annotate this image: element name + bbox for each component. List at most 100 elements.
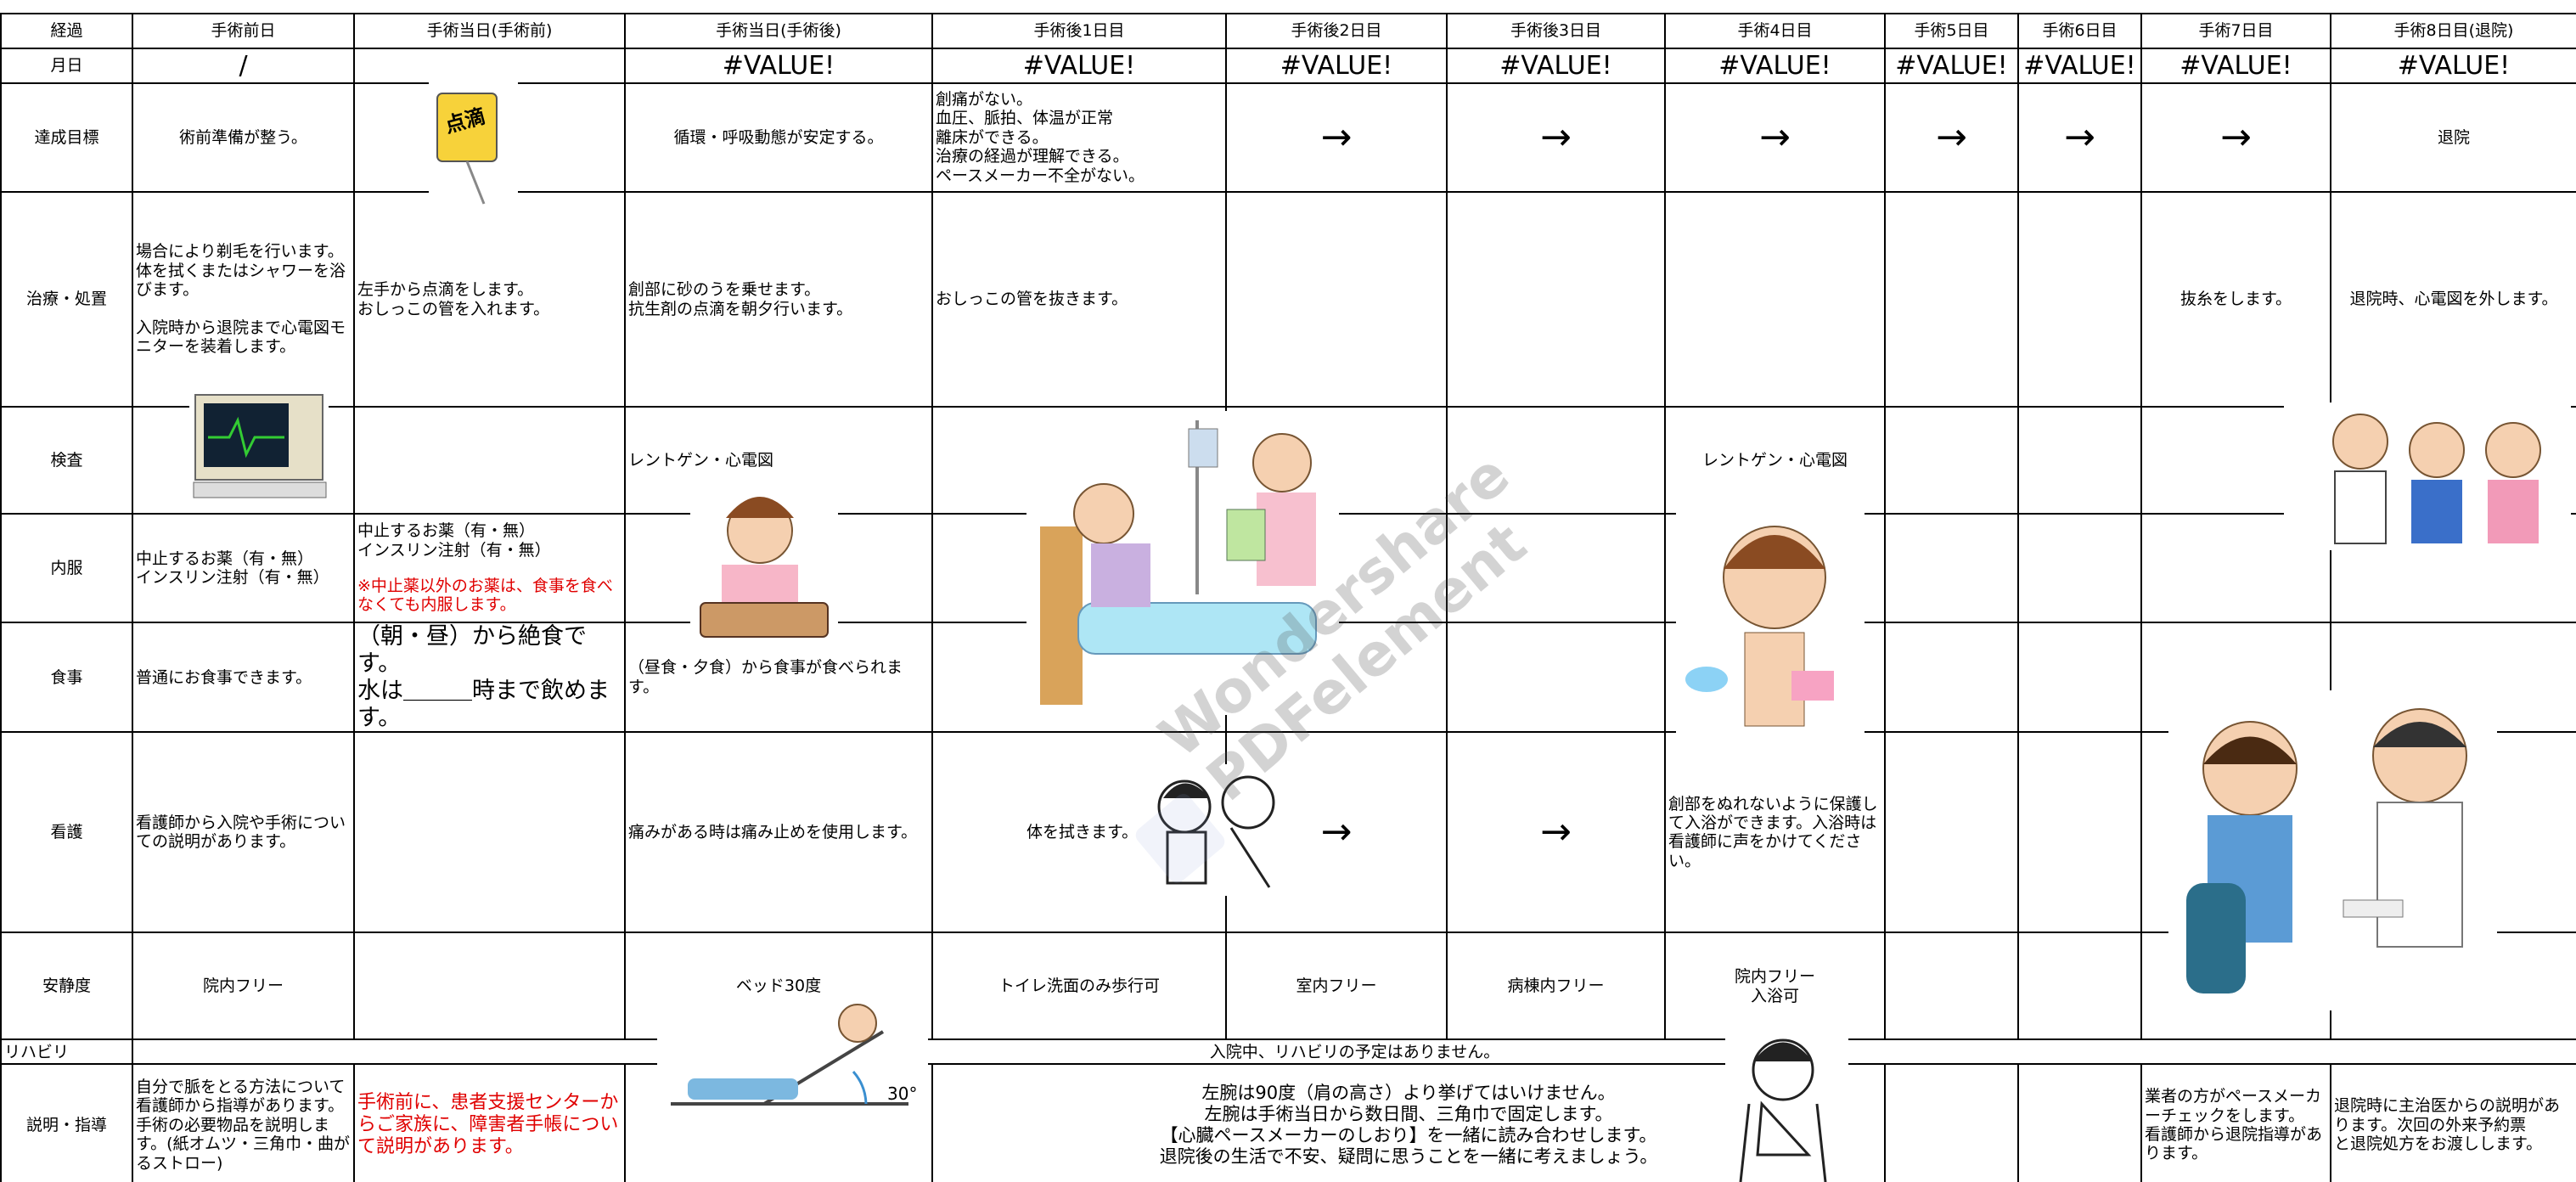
- cell-text: →: [1884, 82, 2019, 193]
- cell-text: 手術前に、患者支援センターからご家族に、障害者手帳について説明があります。: [353, 1063, 626, 1182]
- row: 月日 / #VALUE! #VALUE! #VALUE! #VALUE! #VALUE! #V…: [0, 48, 2576, 84]
- cell-text: 経過: [0, 13, 133, 49]
- cell: [1884, 406, 2019, 515]
- cell-text: →: [1225, 731, 1448, 934]
- cell: [2330, 932, 2576, 1041]
- cell: [1225, 621, 1448, 734]
- cell: [1446, 406, 1666, 515]
- cell: [1446, 513, 1666, 623]
- cell: [1225, 513, 1448, 623]
- header-row: 経過 手術前日 手術当日(手術前) 手術当日(手術後) 手術後1日目 手術後2日目 手術後3…: [0, 13, 2576, 49]
- cell: [2140, 621, 2331, 734]
- cell-text: 入院中、リハビリの予定はありません。: [132, 1038, 2576, 1066]
- cell-text: （昼食・夕食）から食事が食べられます。: [624, 621, 933, 734]
- cell: [2140, 406, 2331, 515]
- cell-text: 普通にお食事できます。: [132, 621, 355, 734]
- cell: [1225, 406, 1448, 515]
- cell-text: 看護師から入院や手術についての説明があります。: [132, 731, 355, 934]
- cell: [931, 621, 1227, 734]
- cell-text: #VALUE!: [931, 48, 1227, 84]
- row: 安静度 院内フリー ベッド30度 トイレ洗面のみ歩行可 室内フリー 病棟内フリー 院内フリー…: [0, 932, 2576, 1041]
- cell-text: レントゲン・心電図: [624, 406, 933, 515]
- cell: [1225, 191, 1448, 408]
- cell-text: #VALUE!: [1446, 48, 1666, 84]
- cell-text: 創部をぬれないように保護して入浴ができます。入浴時は看護師に声をかけてください。: [1664, 731, 1886, 934]
- cell: 中止するお薬（有・無） インスリン注射（有・無） ※中止薬以外のお薬は、食事を食べ…: [353, 513, 626, 623]
- pathway-table: 経過 手術前日 手術当日(手術前) 手術当日(手術後) 手術後1日目 手術後2日目 手術後3…: [0, 13, 2576, 1182]
- cell-text: トイレ洗面のみ歩行可: [931, 932, 1227, 1041]
- row: 治療・処置 場合により剃毛を行います。 体を拭くまたはシャワーを浴びます。 入院時…: [0, 191, 2576, 408]
- cell-text: →: [2017, 82, 2142, 193]
- cell-text: →: [2140, 82, 2331, 193]
- cell-text: 内服: [0, 513, 133, 623]
- cell-text: 室内フリー: [1225, 932, 1448, 1041]
- cell: [353, 731, 626, 934]
- cell-text: 抜糸をします。: [2140, 191, 2331, 408]
- cell-text: 説明・指導: [0, 1063, 133, 1182]
- cell: [1664, 191, 1886, 408]
- cell-text: 検査: [0, 406, 133, 515]
- cell-text: 看護: [0, 731, 133, 934]
- cell: [1884, 621, 2019, 734]
- cell: [2017, 731, 2142, 934]
- cell: [2330, 406, 2576, 515]
- cell: [1664, 621, 1886, 734]
- cell-text: 業者の方がペースメーカーチェックをします。 看護師から退院指導があります。: [2140, 1063, 2331, 1182]
- cell: [2017, 932, 2142, 1041]
- cell-text: 手術7日目: [2140, 13, 2331, 49]
- text: 中止するお薬（有・無） インスリン注射（有・無）: [357, 521, 551, 560]
- cell-text: #VALUE!: [1884, 48, 2019, 84]
- row: 検査 レントゲン・心電図 レントゲン・心電図: [0, 406, 2576, 515]
- cell-text: →: [1225, 82, 1448, 193]
- cell-text: ベッド30度: [624, 932, 933, 1041]
- cell: [1884, 191, 2019, 408]
- cell: [1446, 191, 1666, 408]
- row: 内服 中止するお薬（有・無） インスリン注射（有・無） 中止するお薬（有・無） イン…: [0, 513, 2576, 623]
- cell: [2017, 406, 2142, 515]
- cell-text: 手術当日(手術後): [624, 13, 933, 49]
- cell: [624, 1063, 933, 1182]
- cell: [2140, 513, 2331, 623]
- cell-text: 手術当日(手術前): [353, 13, 626, 49]
- cell-text: レントゲン・心電図: [1664, 406, 1886, 515]
- cell-text: 退院時、心電図を外します。: [2330, 191, 2576, 408]
- cell: [2330, 513, 2576, 623]
- row: 食事 普通にお食事できます。 （朝・昼）から絶食です。 水は＿＿＿時まで飲めます。（…: [0, 621, 2576, 734]
- cell-text: #VALUE!: [1225, 48, 1448, 84]
- cell-text: 手術8日目(退院): [2330, 13, 2576, 49]
- cell-text: 左手から点滴をします。 おしっこの管を入れます。: [353, 191, 626, 408]
- cell: [1884, 932, 2019, 1041]
- cell: [2017, 1063, 2142, 1182]
- cell: [353, 406, 626, 515]
- cell-text: 食事: [0, 621, 133, 734]
- cell-text: 手術後3日目: [1446, 13, 1666, 49]
- row: 看護 看護師から入院や手術についての説明があります。 痛みがある時は痛み止めを使用し…: [0, 731, 2576, 934]
- cell-text: /: [132, 48, 355, 84]
- cell-text: →: [1446, 82, 1666, 193]
- cell-text: 達成目標: [0, 82, 133, 193]
- cell-text: 左腕は90度（肩の高さ）より挙げてはいけません。 左腕は手術当日から数日間、三角…: [931, 1063, 1886, 1182]
- cell: [1664, 513, 1886, 623]
- cell: [2330, 731, 2576, 934]
- cell-text: 治療・処置: [0, 191, 133, 408]
- cell-text: #VALUE!: [1664, 48, 1886, 84]
- cell: [132, 406, 355, 515]
- cell-text: 痛みがある時は痛み止めを使用します。: [624, 731, 933, 934]
- cell-text: 手術4日目: [1664, 13, 1886, 49]
- cell-text: 自分で脈をとる方法について看護師から指導があります。 手術の必要物品を説明します…: [132, 1063, 355, 1182]
- cell-text: 院内フリー: [132, 932, 355, 1041]
- cell-text: →: [1664, 82, 1886, 193]
- cell: [2017, 513, 2142, 623]
- cell: [353, 932, 626, 1041]
- row: リハビリ 入院中、リハビリの予定はありません。: [0, 1038, 2576, 1066]
- cell-text: リハビリ: [0, 1038, 133, 1066]
- cell-text: おしっこの管を抜きます。: [931, 191, 1227, 408]
- cell-text: 手術後1日目: [931, 13, 1227, 49]
- cell-text: 手術後2日目: [1225, 13, 1448, 49]
- row: 説明・指導 自分で脈をとる方法について看護師から指導があります。 手術の必要物品を…: [0, 1063, 2576, 1182]
- cell: [2140, 731, 2331, 934]
- cell: [2017, 191, 2142, 408]
- cell-text: →: [1446, 731, 1666, 934]
- cell: [624, 513, 933, 623]
- cell-text: 手術前日: [132, 13, 355, 49]
